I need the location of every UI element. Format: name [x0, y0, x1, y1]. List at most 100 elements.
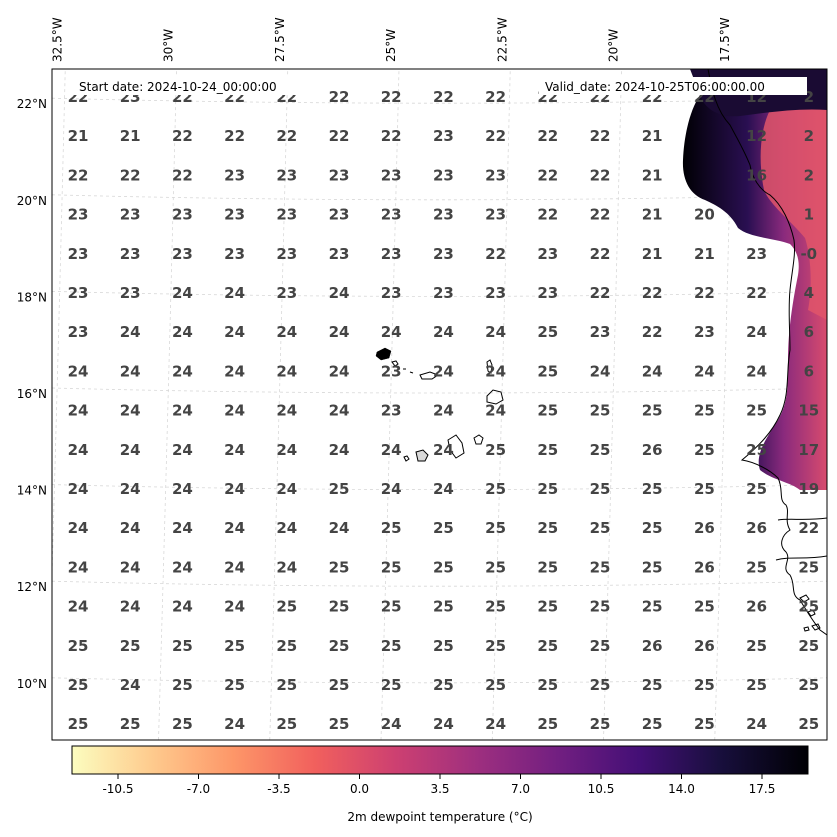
latitude-gridline — [52, 97, 827, 104]
latitude-tick-label: 18°N — [17, 290, 47, 304]
station-value: 25 — [381, 598, 402, 616]
station-value: 24 — [276, 402, 297, 420]
station-value: 23 — [120, 245, 141, 263]
station-value: 25 — [537, 715, 558, 733]
station-value: 23 — [68, 323, 89, 341]
station-value: 23 — [433, 206, 454, 224]
station-value: 25 — [590, 441, 611, 459]
station-value: 25 — [642, 519, 663, 537]
station-value: 25 — [590, 519, 611, 537]
station-value: 21 — [642, 206, 663, 224]
station-value: 22 — [590, 245, 611, 263]
station-value: 25 — [276, 637, 297, 655]
station-value: 24 — [433, 480, 454, 498]
bijagos-islands — [799, 594, 821, 632]
station-value: 25 — [642, 598, 663, 616]
station-value: 24 — [68, 480, 89, 498]
latitude-gridline — [52, 194, 827, 201]
start-date-banner: Start date: 2024-10-24_00:00:00 — [66, 77, 312, 95]
station-value: 25 — [120, 715, 141, 733]
station-value: 16 — [746, 166, 767, 184]
station-value: 25 — [746, 441, 767, 459]
station-value: 25 — [485, 519, 506, 537]
station-value: 22 — [120, 166, 141, 184]
station-value: 24 — [224, 441, 245, 459]
station-value: 23 — [276, 245, 297, 263]
station-value: 24 — [276, 480, 297, 498]
latitude-gridline — [52, 291, 827, 297]
latitude-gridline — [52, 580, 827, 587]
station-value: 25 — [537, 598, 558, 616]
station-value: 25 — [590, 715, 611, 733]
colorbar-tick-label: 10.5 — [588, 782, 615, 796]
station-value: 22 — [381, 88, 402, 106]
station-value: 25 — [329, 676, 350, 694]
station-value: 25 — [537, 441, 558, 459]
station-value: 2 — [804, 166, 814, 184]
station-value: 25 — [694, 715, 715, 733]
longitude-tick-label: 17.5°W — [718, 17, 732, 62]
longitude-gridline — [158, 69, 177, 740]
station-value: 24 — [433, 715, 454, 733]
latitude-tick-label: 16°N — [17, 387, 47, 401]
santa-luzia-islets — [403, 368, 414, 374]
station-value: 25 — [381, 519, 402, 537]
station-value: 25 — [537, 402, 558, 420]
station-value: 23 — [433, 245, 454, 263]
station-value: 25 — [276, 598, 297, 616]
colorbar-tick-label: -10.5 — [102, 782, 133, 796]
station-value: 24 — [172, 402, 193, 420]
station-value: 22 — [746, 284, 767, 302]
longitude-tick-label: 20°W — [607, 29, 621, 62]
station-value: 24 — [381, 441, 402, 459]
station-value: 24 — [68, 598, 89, 616]
station-value: 24 — [590, 362, 611, 380]
station-value: 25 — [68, 715, 89, 733]
station-value: 24 — [120, 519, 141, 537]
station-value: 2 — [804, 127, 814, 145]
colorbar-tick-label: -7.0 — [187, 782, 210, 796]
station-value: 25 — [485, 598, 506, 616]
graticule — [52, 69, 827, 740]
longitude-gridline — [269, 69, 289, 740]
station-value: 25 — [381, 637, 402, 655]
station-value: 25 — [381, 676, 402, 694]
colorbar-tick-label: 14.0 — [668, 782, 695, 796]
station-value: 25 — [172, 637, 193, 655]
station-value: 25 — [433, 676, 454, 694]
station-value: 23 — [537, 245, 558, 263]
station-value: 24 — [172, 558, 193, 576]
station-value: 24 — [224, 362, 245, 380]
station-value: 25 — [642, 402, 663, 420]
station-value: 22 — [172, 166, 193, 184]
brava-island — [403, 455, 410, 462]
latitude-tick-label: 14°N — [17, 484, 47, 498]
longitude-labels: 32.5°W 30°W 27.5°W 25°W 22.5°W 20°W 17.5°W — [50, 17, 732, 62]
station-value: 24 — [224, 323, 245, 341]
station-value: 24 — [68, 519, 89, 537]
station-value: 25 — [276, 676, 297, 694]
station-value: 24 — [120, 441, 141, 459]
station-value: 25 — [590, 558, 611, 576]
station-value: 24 — [276, 519, 297, 537]
station-value: 21 — [68, 127, 89, 145]
station-value: 23 — [276, 206, 297, 224]
station-value: 25 — [172, 715, 193, 733]
station-value: 23 — [224, 245, 245, 263]
boa-vista-island — [486, 389, 504, 405]
colorbar-tick-label: 17.5 — [749, 782, 776, 796]
station-value: 24 — [224, 402, 245, 420]
station-value: 25 — [485, 441, 506, 459]
station-value: 24 — [120, 598, 141, 616]
station-value: 24 — [120, 362, 141, 380]
latitude-gridline — [52, 677, 827, 684]
station-values: 22 23 22 22 22 22 22 22 22 22 22 22 22 12 221 21 22 22 22 2… — [68, 88, 820, 733]
station-value: -0 — [800, 245, 817, 263]
colorbar-tick-label: 3.5 — [430, 782, 449, 796]
station-value: 25 — [642, 715, 663, 733]
latitude-tick-label: 10°N — [17, 677, 47, 691]
station-value: 22 — [329, 88, 350, 106]
station-value: 22 — [694, 284, 715, 302]
station-value: 22 — [642, 284, 663, 302]
station-value: 25 — [381, 558, 402, 576]
